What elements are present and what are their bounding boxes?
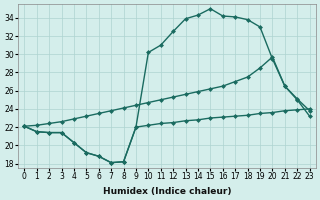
X-axis label: Humidex (Indice chaleur): Humidex (Indice chaleur)	[103, 187, 231, 196]
